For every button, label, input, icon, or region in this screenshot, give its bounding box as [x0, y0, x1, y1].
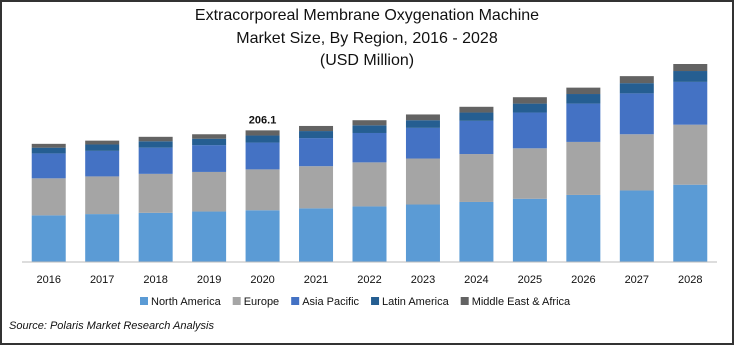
bar-segment — [459, 154, 494, 202]
bar-segment — [85, 214, 120, 262]
bar-segment — [138, 136, 173, 142]
bar-segment — [138, 147, 173, 174]
x-tick-label: 2026 — [571, 274, 595, 286]
bar-segment — [512, 97, 547, 104]
bar-segment — [619, 76, 654, 84]
bar-segment — [566, 87, 601, 95]
x-tick-label: 2017 — [90, 274, 114, 286]
bar-segment — [192, 171, 227, 212]
bar-segment — [512, 103, 547, 113]
legend-label: Middle East & Africa — [472, 296, 571, 308]
bar-segment — [192, 138, 227, 146]
chart-title: Extracorporeal Membrane Oxygenation Mach… — [195, 7, 539, 24]
bar-segment — [138, 212, 173, 262]
x-tick-label: 2025 — [518, 274, 542, 286]
bar-segment — [31, 143, 66, 148]
bar-segment — [31, 215, 66, 262]
x-tick-label: 2024 — [464, 274, 488, 286]
chart-title: Market Size, By Region, 2016 - 2028 — [236, 30, 498, 47]
legend-swatch — [291, 297, 300, 305]
bar-segment — [299, 125, 334, 132]
bar-segment — [619, 93, 654, 135]
bar-segment — [459, 201, 494, 262]
bar-segment — [459, 112, 494, 121]
bar-segment — [512, 112, 547, 149]
value-label: 206.1 — [249, 114, 277, 126]
bar-segment — [512, 148, 547, 199]
legend-swatch — [460, 297, 469, 305]
bar-segment — [85, 150, 120, 177]
x-tick-label: 2021 — [304, 274, 328, 286]
bar-segment — [352, 206, 387, 262]
bar-segment — [352, 125, 387, 133]
legend-label: North America — [151, 296, 222, 308]
bar-segment — [245, 130, 280, 136]
bar-segment — [299, 138, 334, 167]
bar-segment — [192, 145, 227, 172]
bar-segment — [673, 184, 708, 262]
bar-segment — [299, 166, 334, 209]
bar-segment — [245, 142, 280, 170]
x-tick-label: 2027 — [625, 274, 649, 286]
bar-segment — [352, 120, 387, 126]
bar-segment — [566, 103, 601, 142]
x-tick-label: 2022 — [357, 274, 381, 286]
bar-segment — [619, 83, 654, 94]
bar-segment — [512, 198, 547, 262]
chart-subtitle: (USD Million) — [320, 52, 414, 69]
bar-segment — [245, 210, 280, 262]
bar-segment — [31, 147, 66, 154]
bar-segment — [192, 134, 227, 139]
legend-swatch — [140, 297, 148, 305]
bar-segment — [566, 141, 601, 195]
x-tick-label: 2028 — [678, 274, 702, 286]
legend-label: Asia Pacific — [302, 296, 359, 308]
legend-swatch — [371, 297, 380, 305]
bar-segment — [673, 71, 708, 82]
bar-segment — [31, 153, 66, 179]
bar-segment — [673, 64, 708, 72]
x-tick-label: 2020 — [250, 274, 274, 286]
bar-segment — [85, 144, 120, 151]
x-tick-label: 2023 — [411, 274, 435, 286]
bar-segment — [673, 81, 708, 125]
bar-segment — [192, 211, 227, 262]
bar-segment — [138, 173, 173, 213]
bar-segment — [85, 176, 120, 215]
bar-segment — [405, 120, 440, 128]
bar-segment — [405, 204, 440, 262]
bar-segment — [459, 106, 494, 113]
bar-segment — [352, 162, 387, 207]
source: Source: Polaris Market Research Analysis — [9, 320, 215, 332]
legend-label: Latin America — [382, 296, 450, 308]
bar-segment — [31, 178, 66, 216]
bar-segment — [405, 114, 440, 121]
bar-segment — [352, 132, 387, 163]
bar-segment — [245, 169, 280, 211]
bar-segment — [85, 140, 120, 145]
bar-segment — [619, 134, 654, 191]
bar-segment — [405, 127, 440, 159]
bar-segment — [405, 158, 440, 205]
bar-segment — [245, 135, 280, 143]
bar-segment — [138, 141, 173, 148]
bar-segment — [299, 131, 334, 139]
bar-segment — [299, 208, 334, 262]
bar-segment — [566, 94, 601, 104]
legend-label: Europe — [244, 296, 279, 308]
legend-swatch — [232, 297, 241, 305]
bar-segment — [459, 120, 494, 155]
x-tick-label: 2019 — [197, 274, 221, 286]
x-tick-label: 2018 — [143, 274, 167, 286]
bar-segment — [673, 124, 708, 185]
bar-segment — [566, 194, 601, 262]
bar-segment — [619, 190, 654, 262]
x-tick-label: 2016 — [36, 274, 60, 286]
